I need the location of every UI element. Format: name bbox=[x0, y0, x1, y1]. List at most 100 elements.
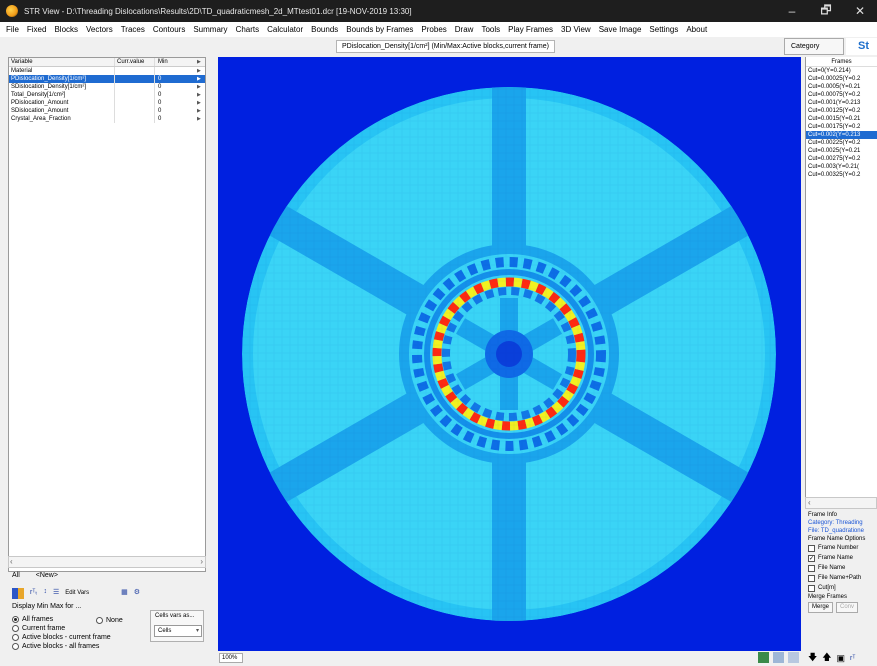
variable-name: SDislocation_Density[1/cm²] bbox=[9, 83, 115, 91]
scroll-left-icon[interactable]: ‹ bbox=[808, 498, 811, 507]
arrow-down-icon[interactable]: 🡇 bbox=[808, 652, 818, 662]
checkbox-frame-number[interactable]: Frame Number bbox=[808, 543, 877, 553]
cells-select[interactable]: Cells ▾ bbox=[154, 625, 202, 637]
menu-settings[interactable]: Settings bbox=[649, 25, 679, 34]
menu-blocks[interactable]: Blocks bbox=[54, 25, 79, 34]
table-row[interactable]: Total_Density[1/cm²] 0 ▶ bbox=[9, 91, 205, 99]
scroll-right-icon[interactable]: › bbox=[200, 557, 203, 566]
frame-list-item[interactable]: Cut=0.0025(Y=0.21 bbox=[808, 148, 861, 154]
menu-summary[interactable]: Summary bbox=[193, 25, 228, 34]
menu-vectors[interactable]: Vectors bbox=[86, 25, 113, 34]
chart-icon[interactable] bbox=[788, 652, 799, 663]
vars-icon[interactable]: rᵀₜ bbox=[30, 588, 38, 596]
checkbox[interactable] bbox=[808, 584, 815, 592]
vars-icon[interactable]: rᵀ bbox=[850, 654, 856, 662]
menu-tools[interactable]: Tools bbox=[481, 25, 501, 34]
header-min[interactable]: Min bbox=[158, 59, 168, 65]
color-grid-icon[interactable] bbox=[12, 587, 24, 599]
chevron-right-icon: ▶ bbox=[197, 68, 201, 74]
menu-traces[interactable]: Traces bbox=[120, 25, 145, 34]
frame-list-item[interactable]: Cut=0.0005(Y=0.21 bbox=[808, 84, 861, 90]
table-row[interactable]: SDislocation_Density[1/cm²] 0 ▶ bbox=[9, 83, 205, 91]
maximize-button[interactable]: 🗗 bbox=[820, 2, 832, 17]
image-icon[interactable] bbox=[758, 652, 769, 663]
frame-list-item[interactable]: Cut=0.00275(Y=0.2 bbox=[808, 156, 861, 162]
frame-list-item[interactable]: Cut=0.00175(Y=0.2 bbox=[808, 124, 861, 130]
list-icon[interactable]: ☰ bbox=[52, 588, 60, 596]
variable-name: PDislocation_Density[1/cm²] bbox=[9, 75, 115, 83]
menu-file[interactable]: File bbox=[6, 25, 19, 34]
radio-active-all[interactable]: Active blocks - all frames bbox=[12, 643, 99, 650]
frame-list-item[interactable]: Cut=0.003(Y=0.21( bbox=[808, 164, 860, 170]
minimize-button[interactable]: – bbox=[788, 4, 796, 18]
checkbox[interactable] bbox=[808, 574, 815, 582]
frame-list-item[interactable]: Cut=0.00025(Y=0.2 bbox=[808, 76, 861, 82]
arrow-up-icon[interactable]: 🡅 bbox=[822, 652, 832, 662]
checkbox-file-name[interactable]: File Name bbox=[808, 563, 877, 573]
variable-current bbox=[115, 75, 155, 83]
variables-scrollbar[interactable]: ‹ › bbox=[8, 556, 206, 568]
checkbox-label: File Name bbox=[818, 565, 846, 571]
zoom-level[interactable]: 100% bbox=[219, 653, 243, 663]
frame-list-item[interactable]: Cut=0.00325(Y=0.2 bbox=[808, 172, 861, 178]
settings-icon[interactable]: ⚙ bbox=[133, 588, 141, 596]
edit-vars-button[interactable]: Edit Vars bbox=[65, 590, 90, 596]
view-icon[interactable] bbox=[773, 652, 784, 663]
menu-bounds[interactable]: Bounds bbox=[311, 25, 339, 34]
menu-play-frames[interactable]: Play Frames bbox=[508, 25, 554, 34]
grid-icon[interactable]: ▦ bbox=[121, 588, 128, 596]
conv-button[interactable]: Conv bbox=[836, 601, 859, 613]
frame-list-item[interactable]: Cut=0.00225(Y=0.2 bbox=[808, 140, 861, 146]
menu-probes[interactable]: Probes bbox=[421, 25, 447, 34]
table-row[interactable]: SDislocation_Amount 0 ▶ bbox=[9, 107, 205, 115]
frame-icon[interactable]: ▣ bbox=[836, 652, 846, 663]
variable-min bbox=[155, 67, 197, 75]
radio-none[interactable]: None bbox=[96, 617, 123, 624]
table-row[interactable]: Material ▶ bbox=[9, 67, 205, 75]
menu-contours[interactable]: Contours bbox=[152, 25, 186, 34]
checkbox-file-name-path[interactable]: File Name+Path bbox=[808, 573, 877, 583]
header-current-value[interactable]: Curr.value bbox=[115, 58, 155, 66]
close-button[interactable]: ✕ bbox=[854, 4, 866, 18]
sort-icon[interactable]: ↕ bbox=[43, 587, 47, 595]
menu-3d-view[interactable]: 3D View bbox=[561, 25, 591, 34]
checkbox-checked[interactable]: ✓ bbox=[808, 554, 815, 562]
menu-about[interactable]: About bbox=[686, 25, 708, 34]
variable-current bbox=[115, 91, 155, 99]
plot-canvas[interactable] bbox=[218, 57, 801, 651]
table-row[interactable]: PDislocation_Density[1/cm²] 0 ▶ bbox=[9, 75, 205, 83]
frame-list-item[interactable]: Cut=0.0015(Y=0.21 bbox=[808, 116, 861, 122]
variable-filter[interactable]: All <New> bbox=[12, 572, 58, 579]
chevron-down-icon: ▾ bbox=[195, 628, 199, 634]
tab-category[interactable]: Category bbox=[784, 38, 844, 55]
checkbox-cut[interactable]: Cut[m] bbox=[808, 583, 877, 593]
menu-draw[interactable]: Draw bbox=[454, 25, 474, 34]
menu-fixed[interactable]: Fixed bbox=[26, 25, 47, 34]
merge-button[interactable]: Merge bbox=[808, 601, 834, 613]
header-variable[interactable]: Variable bbox=[9, 58, 115, 66]
tab-extra[interactable]: St bbox=[846, 38, 877, 55]
frame-list-item[interactable]: Cut=0.00075(Y=0.2 bbox=[808, 92, 861, 98]
radio-label: Current frame bbox=[22, 625, 66, 632]
menu-bounds-by-frames[interactable]: Bounds by Frames bbox=[346, 25, 414, 34]
menu-save-image[interactable]: Save Image bbox=[598, 25, 642, 34]
table-row[interactable]: PDislocation_Amount 0 ▶ bbox=[9, 99, 205, 107]
frame-list-item[interactable]: Cut=0.002(Y=0.213 bbox=[806, 131, 877, 139]
radio-active-current[interactable]: Active blocks - current frame bbox=[12, 634, 111, 641]
scroll-left-icon[interactable]: ‹ bbox=[10, 557, 13, 566]
frame-list-item[interactable]: Cut=0(Y=0.214) bbox=[808, 68, 851, 74]
table-row[interactable]: Crystal_Area_Fraction 0 ▶ bbox=[9, 115, 205, 123]
frame-category: Category: Threading bbox=[808, 520, 863, 526]
menu-bar: File Fixed Blocks Vectors Traces Contour… bbox=[0, 22, 877, 37]
frame-list-item[interactable]: Cut=0.00125(Y=0.2 bbox=[808, 108, 861, 114]
menu-charts[interactable]: Charts bbox=[235, 25, 260, 34]
frames-scrollbar[interactable]: ‹ bbox=[805, 497, 877, 509]
menu-calculator[interactable]: Calculator bbox=[267, 25, 304, 34]
filter-value[interactable]: <New> bbox=[35, 572, 58, 579]
checkbox-frame-name[interactable]: ✓ Frame Name bbox=[808, 553, 877, 563]
checkbox[interactable] bbox=[808, 564, 815, 572]
radio-all-frames[interactable]: All frames bbox=[12, 616, 53, 623]
radio-current-frame[interactable]: Current frame bbox=[12, 625, 65, 632]
frame-list-item[interactable]: Cut=0.001(Y=0.213 bbox=[808, 100, 861, 106]
checkbox[interactable] bbox=[808, 544, 815, 552]
